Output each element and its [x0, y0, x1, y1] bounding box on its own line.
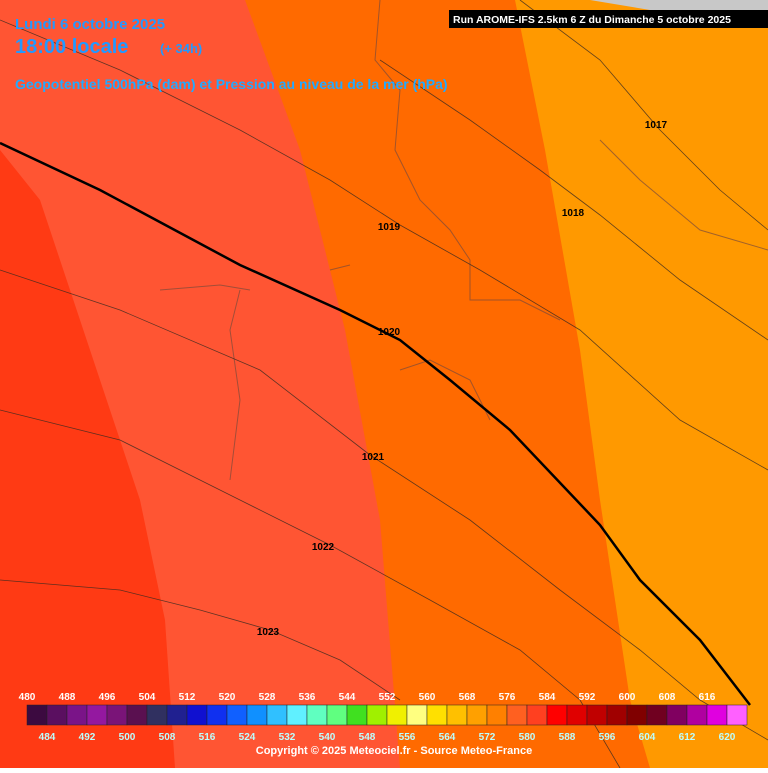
legend-label: 516: [199, 732, 216, 743]
legend-label: 580: [519, 732, 536, 743]
legend-swatch: [546, 704, 568, 726]
legend-swatch: [446, 704, 468, 726]
legend-label: 496: [99, 692, 116, 703]
legend-label: 544: [339, 692, 356, 703]
legend-label: 488: [59, 692, 76, 703]
legend-label: 520: [219, 692, 236, 703]
legend-swatch: [426, 704, 448, 726]
coastline: [159, 0, 768, 481]
legend-swatch: [286, 704, 308, 726]
legend-swatch: [186, 704, 208, 726]
legend-label: 508: [159, 732, 176, 743]
legend-label: 548: [359, 732, 376, 743]
legend-swatch: [246, 704, 268, 726]
legend-label: 524: [239, 732, 256, 743]
legend-swatch: [166, 704, 188, 726]
legend-swatch: [346, 704, 368, 726]
isobar-label: 1023: [257, 627, 280, 638]
legend-swatch: [306, 704, 328, 726]
legend-swatch: [366, 704, 388, 726]
legend-swatch: [706, 704, 728, 726]
legend-label: 564: [439, 732, 456, 743]
legend-swatch: [26, 704, 48, 726]
legend-swatch: [726, 704, 748, 726]
legend-label: 604: [639, 732, 656, 743]
legend-label: 612: [679, 732, 696, 743]
isoline-1020: [0, 141, 751, 706]
legend-swatch: [566, 704, 588, 726]
legend-label: 584: [539, 692, 556, 703]
legend-label: 608: [659, 692, 676, 703]
legend-swatch: [126, 704, 148, 726]
legend-label: 556: [399, 732, 416, 743]
legend-label: 540: [319, 732, 336, 743]
legend-label: 480: [19, 692, 36, 703]
legend-label: 560: [419, 692, 436, 703]
legend-swatch: [626, 704, 648, 726]
legend-label: 576: [499, 692, 516, 703]
legend-swatch: [586, 704, 608, 726]
legend-swatch: [686, 704, 708, 726]
legend-swatch: [226, 704, 248, 726]
legend-label: 600: [619, 692, 636, 703]
isobar-label: 1020: [378, 327, 401, 338]
legend-label: 588: [559, 732, 576, 743]
legend-swatch: [266, 704, 288, 726]
run-info: Run AROME-IFS 2.5km 6 Z du Dimanche 5 oc…: [453, 14, 731, 26]
legend-swatch: [66, 704, 88, 726]
isobar-label: 1022: [312, 542, 335, 553]
legend-label: 552: [379, 692, 396, 703]
legend-swatch: [606, 704, 628, 726]
legend-swatch: [206, 704, 228, 726]
isobar-label: 1019: [378, 222, 401, 233]
legend-swatch: [526, 704, 548, 726]
field: Geopotentiel 500hPa (dam) et Pression au…: [15, 76, 448, 92]
legend-swatch: [646, 704, 668, 726]
isobar-label: 1017: [645, 120, 668, 131]
legend-swatch: [406, 704, 428, 726]
legend-swatch: [86, 704, 108, 726]
legend-label: 492: [79, 732, 96, 743]
legend-label: 572: [479, 732, 496, 743]
isobar-label: 1018: [562, 208, 585, 219]
legend-swatch: [666, 704, 688, 726]
legend-swatch: [106, 704, 128, 726]
legend-swatch: [386, 704, 408, 726]
legend-swatch: [486, 704, 508, 726]
legend-label: 504: [139, 692, 156, 703]
legend-label: 568: [459, 692, 476, 703]
legend-swatch: [466, 704, 488, 726]
legend-label: 512: [179, 692, 196, 703]
legend-label: 532: [279, 732, 296, 743]
legend-label: 500: [119, 732, 136, 743]
zone-580: [0, 150, 175, 768]
legend-label: 484: [39, 732, 56, 743]
legend-label: 592: [579, 692, 596, 703]
legend-label: 536: [299, 692, 316, 703]
legend-swatch: [506, 704, 528, 726]
copyright: Copyright © 2025 Meteociel.fr - Source M…: [256, 745, 532, 757]
legend-label: 596: [599, 732, 616, 743]
run-box: [449, 10, 768, 28]
date: Lundi 6 octobre 2025: [15, 16, 165, 33]
lead: (+ 34h): [160, 41, 202, 56]
legend-swatch: [146, 704, 168, 726]
time: 18:00 locale: [15, 36, 128, 58]
legend-label: 528: [259, 692, 276, 703]
legend-swatch: [326, 704, 348, 726]
legend-label: 620: [719, 732, 736, 743]
isobar-label: 1021: [362, 452, 385, 463]
legend-label: 616: [699, 692, 716, 703]
legend-swatch: [46, 704, 68, 726]
